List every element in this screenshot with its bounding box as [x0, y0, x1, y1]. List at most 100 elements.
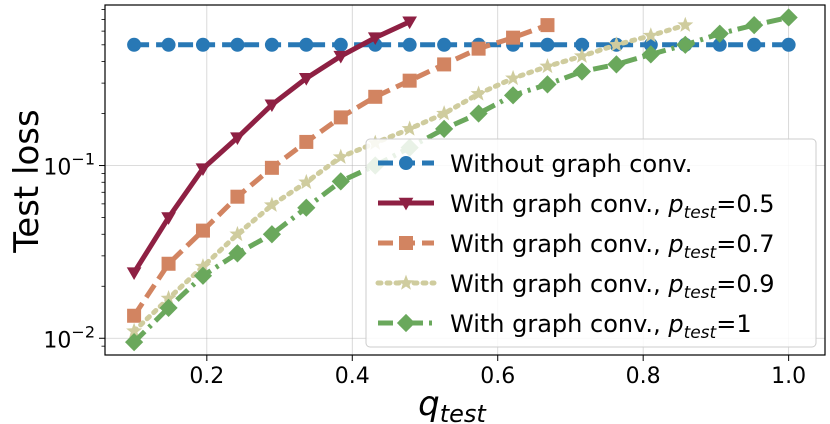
data-point [677, 16, 694, 32]
legend: Without graph conv.With graph conv., pte… [365, 138, 817, 348]
series-3 [126, 16, 694, 338]
x-axis-title: qtest [418, 384, 487, 424]
legend-label-suffix: =0.5 [716, 190, 774, 218]
y-tick-label: 10−2 [43, 322, 95, 353]
data-point [161, 256, 176, 271]
data-point [299, 37, 314, 52]
legend-item: With graph conv., ptest=0.7 [378, 230, 775, 263]
data-point [159, 298, 178, 317]
data-point [538, 75, 557, 94]
legend-label: With graph conv., ptest=0.7 [450, 230, 775, 263]
data-point [298, 73, 314, 86]
legend-label-prefix: With graph conv., [450, 230, 668, 258]
data-point [263, 196, 280, 212]
legend-label-p: p [667, 190, 683, 218]
data-point [333, 110, 348, 125]
data-point [745, 16, 764, 35]
legend-item: Without graph conv. [378, 150, 692, 178]
legend-label-sub: test [684, 243, 718, 263]
data-point [471, 41, 486, 56]
ticks: 0.2 0.4 0.6 0.8 1.010−210−1 [43, 9, 806, 389]
data-point [436, 105, 453, 121]
data-point [402, 16, 418, 30]
data-point [574, 37, 589, 52]
data-point [298, 173, 315, 190]
data-point [469, 104, 488, 123]
x-tick-label: 0.4 [335, 364, 370, 389]
legend-label-prefix: With graph conv., [450, 270, 668, 298]
series-layer [124, 8, 798, 352]
series-4 [124, 8, 798, 352]
data-point [161, 212, 176, 225]
data-point [126, 267, 142, 280]
legend-label: With graph conv., ptest=0.9 [450, 270, 775, 303]
legend-label-suffix: =0.9 [716, 270, 774, 298]
y-tick-exponent: −2 [71, 322, 95, 341]
series-1 [126, 16, 418, 280]
legend-label-suffix: =0.7 [716, 230, 774, 258]
data-point [607, 55, 626, 74]
legend-label-p: p [667, 310, 683, 338]
data-point [710, 24, 729, 43]
data-point [297, 198, 316, 217]
legend-label-sub: test [684, 283, 718, 303]
legend-label-p: p [667, 270, 683, 298]
y-tick-base: 10 [43, 328, 71, 353]
data-point [331, 172, 350, 191]
data-point [642, 27, 659, 43]
data-point [437, 37, 452, 52]
data-point [402, 37, 417, 52]
legend-label-prefix: With graph conv., [450, 190, 668, 218]
data-point [299, 134, 314, 149]
legend-label-sub: test [684, 323, 718, 343]
data-point [540, 18, 555, 33]
data-point [230, 132, 245, 146]
data-point [228, 244, 247, 263]
data-point [195, 37, 210, 52]
data-point [641, 45, 660, 64]
data-point [160, 290, 177, 306]
data-point [573, 47, 590, 63]
data-point [608, 36, 625, 52]
data-point [333, 50, 349, 64]
series-2 [127, 18, 555, 323]
data-point [470, 85, 487, 101]
legend-label-prefix: Without graph conv. [450, 150, 692, 178]
data-point [505, 69, 522, 86]
data-point [435, 119, 454, 138]
data-point [230, 189, 245, 204]
data-point [195, 163, 211, 176]
data-point [539, 57, 556, 74]
data-point [368, 89, 383, 104]
legend-label: With graph conv., ptest=1 [450, 310, 752, 343]
data-point [229, 225, 246, 242]
data-point [127, 37, 142, 52]
legend-marker [399, 156, 413, 170]
legend-box [365, 138, 817, 348]
legend-item: With graph conv., ptest=0.9 [375, 270, 775, 303]
x-tick-label: 0.2 [189, 364, 224, 389]
x-tick-label: 0.8 [626, 364, 661, 389]
legend-label: Without graph conv. [450, 150, 692, 178]
legend-label-prefix: With graph conv., [450, 310, 668, 338]
data-point [503, 86, 523, 105]
legend-marker [399, 236, 413, 250]
legend-item: With graph conv., ptest=0.5 [378, 190, 775, 223]
data-point [779, 8, 798, 27]
data-point [540, 37, 555, 52]
data-point [127, 308, 142, 323]
data-point [781, 37, 796, 52]
y-tick-label: 10−1 [43, 150, 95, 181]
x-axis-title-sub: test [440, 400, 488, 424]
y-axis-title: Test loss [7, 109, 47, 253]
data-point [333, 37, 348, 52]
data-point [264, 160, 279, 175]
data-point [747, 37, 762, 52]
data-point [194, 258, 211, 274]
legend-label-p: p [667, 230, 683, 258]
y-tick-exponent: −1 [71, 150, 95, 169]
x-tick-label: 0.6 [480, 364, 515, 389]
data-point [124, 333, 144, 352]
legend-marker [398, 197, 414, 211]
